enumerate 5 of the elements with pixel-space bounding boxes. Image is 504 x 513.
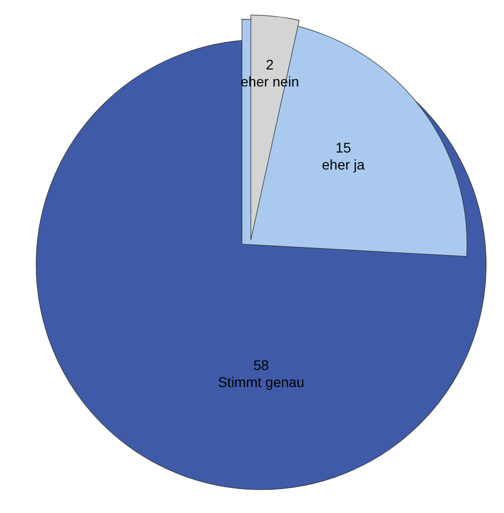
- data-label: 15: [335, 139, 352, 156]
- data-label: 58: [253, 356, 270, 373]
- slice-label: Stimmt genau: [218, 374, 304, 390]
- slice-label: eher ja: [322, 156, 365, 172]
- data-label: 2: [266, 56, 274, 73]
